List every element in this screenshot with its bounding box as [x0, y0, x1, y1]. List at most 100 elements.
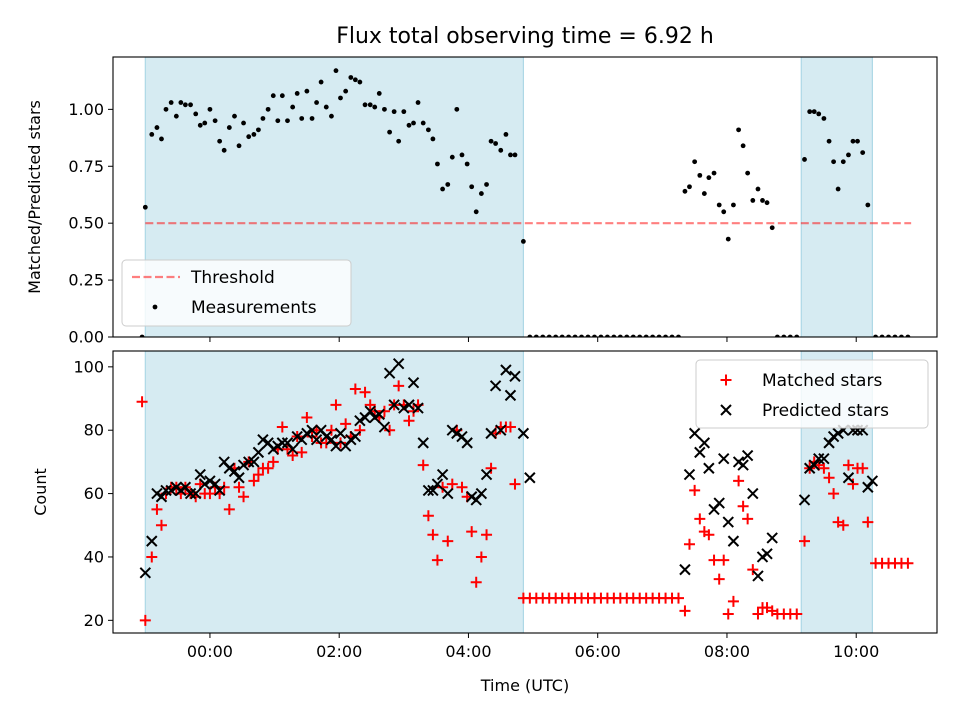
matched-star-point: [481, 529, 493, 541]
predicted-star-point: [747, 487, 759, 500]
y-axis-label: Count: [31, 468, 50, 516]
measurement-point: [860, 150, 866, 156]
matched-star-point: [267, 456, 279, 468]
y-tick-label: 1.00: [68, 100, 104, 119]
measurement-point: [411, 120, 416, 126]
matched-star-point: [417, 459, 429, 471]
predicted-star-point: [808, 459, 820, 471]
predicted-star-point: [165, 484, 177, 497]
predicted-star-point: [213, 484, 226, 497]
measurement-point: [687, 184, 692, 190]
y-tick-label: 0.50: [68, 214, 104, 233]
predicted-star-point: [713, 497, 725, 509]
matched-star-point: [485, 462, 497, 474]
measurement-point: [406, 122, 412, 128]
predicted-star-point: [160, 484, 172, 497]
matched-star-point: [296, 446, 308, 458]
measurement-point: [459, 152, 465, 158]
matched-star-point: [742, 513, 754, 525]
measurement-point: [454, 106, 460, 112]
predicted-star-point: [752, 570, 764, 582]
measurement-point: [716, 202, 722, 208]
predicted-star-point: [383, 367, 396, 379]
measurement-point: [449, 154, 455, 160]
measurement-point: [232, 113, 237, 119]
measurement-point: [329, 113, 334, 119]
measurement-point: [304, 88, 310, 94]
measurement-point: [246, 134, 252, 140]
measurement-point: [527, 334, 533, 337]
predicted-star-point: [194, 468, 206, 481]
x-tick-label: 04:00: [445, 642, 491, 661]
measurement-point: [769, 225, 775, 231]
measurement-point: [202, 120, 208, 126]
measurement-point: [598, 334, 604, 337]
predicted-star-point: [320, 430, 332, 443]
series-measurements: [139, 68, 911, 337]
predicted-star-point: [718, 453, 730, 465]
measurement-point: [309, 116, 315, 121]
predicted-star-point: [475, 487, 488, 500]
measurement-point: [149, 131, 155, 137]
measurement-point: [899, 334, 904, 337]
measurement-point: [236, 143, 242, 149]
matched-star-point: [799, 535, 811, 547]
matched-star-point: [672, 592, 684, 604]
measurement-point: [401, 109, 407, 115]
legend-predicted-swatch: [720, 404, 732, 416]
matched-star-point: [364, 399, 376, 411]
measurement-point: [745, 170, 751, 176]
measurement-point: [299, 116, 305, 121]
measurement-point: [314, 100, 319, 105]
matched-star-point: [320, 437, 332, 449]
y-axis-label: Matched/Predicted stars: [25, 100, 44, 294]
matched-star-point: [679, 605, 691, 617]
predicted-star-point: [417, 437, 429, 449]
measurement-point: [396, 138, 402, 144]
matched-star-point: [262, 462, 274, 474]
measurement-point: [173, 113, 179, 119]
measurement-point: [425, 127, 431, 133]
predicted-star-point: [436, 468, 449, 481]
predicted-star-point: [832, 427, 844, 440]
matched-star-point: [427, 529, 439, 541]
matched-star-point: [818, 462, 830, 474]
y-tick-label: 20: [84, 611, 104, 630]
measurement-point: [781, 334, 787, 337]
predicted-star-point: [412, 402, 424, 414]
measurement-point: [807, 109, 813, 115]
matched-star-point: [252, 469, 264, 481]
matched-star-point: [466, 526, 478, 538]
measurement-point: [188, 102, 193, 108]
axes-frame: [112, 56, 938, 338]
predicted-star-point: [155, 491, 168, 503]
measurement-point: [279, 93, 285, 99]
measurement-point: [362, 102, 368, 108]
measurement-point: [821, 116, 827, 121]
measurement-point: [682, 188, 688, 194]
matched-star-point: [828, 488, 840, 500]
y-tick-label: 0.25: [68, 271, 104, 290]
predicted-star-point: [703, 462, 715, 474]
flux-ratio-panel: 0.00 0.25 0.50 0.75 1.00 Matched/Predicted st…: [25, 56, 938, 347]
measurement-point: [692, 159, 698, 165]
matched-star-point: [475, 551, 487, 563]
measurement-point: [285, 118, 290, 124]
predicted-star-point: [349, 430, 362, 443]
measurement-point: [348, 75, 354, 80]
y-tick-label: 0.75: [68, 157, 104, 176]
matched-star-point: [689, 484, 701, 496]
matched-star-point: [842, 459, 854, 471]
measurement-point: [559, 334, 565, 337]
predicted-star-point: [228, 465, 241, 478]
measurement-point: [251, 131, 257, 137]
predicted-star-point: [495, 424, 507, 436]
matched-star-point: [151, 503, 163, 515]
predicted-star-point: [679, 563, 691, 576]
measurement-point: [376, 91, 382, 96]
matched-star-point: [139, 614, 151, 626]
measurement-point: [840, 159, 846, 165]
figure-title: Flux total observing time = 6.92 h: [336, 24, 714, 49]
measurement-point: [493, 141, 498, 146]
